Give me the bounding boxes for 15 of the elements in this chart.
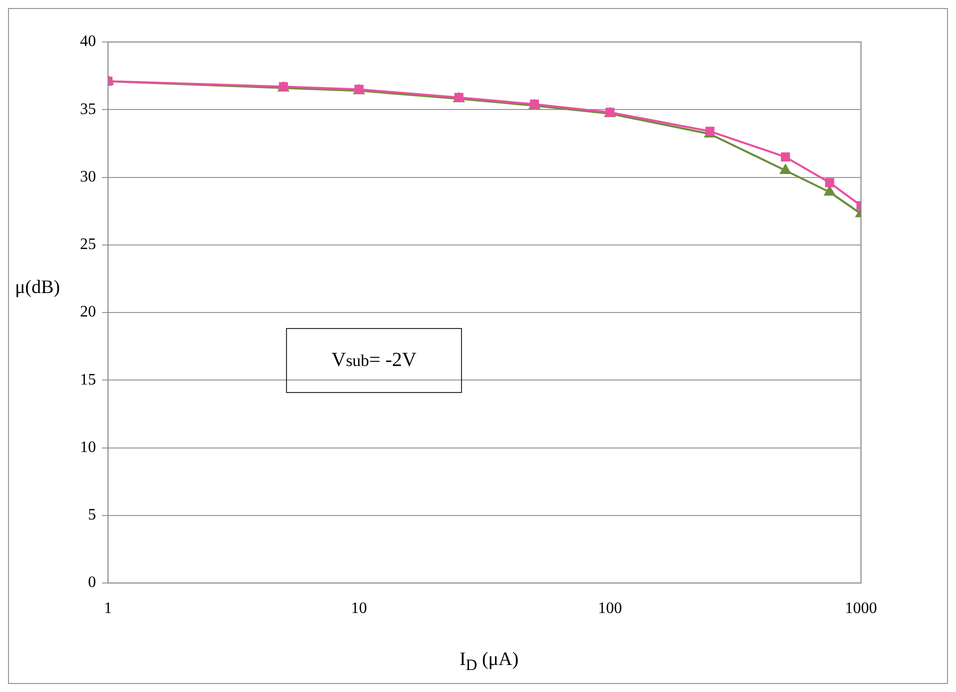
x-tick-label: 1 [104,600,112,617]
x-tick-label: 10 [351,600,367,617]
y-tick-label: 5 [88,506,96,524]
y-tick-label: 10 [80,438,96,456]
x-tick-label: 100 [598,600,622,617]
y-tick-label: 0 [88,574,96,592]
y-axis-title: μ(dB) [15,277,60,299]
y-tick-label: 25 [80,236,96,254]
x-axis-title: I$_{D}$ (μA) [458,649,520,675]
x-tick-label: 1000 [845,600,877,617]
y-tick-label: 30 [80,168,96,186]
y-tick-label: 35 [80,100,96,118]
y-tick-label: 15 [80,371,96,388]
y-tick-label: 20 [80,304,96,321]
y-tick-label: 40 [80,33,96,50]
